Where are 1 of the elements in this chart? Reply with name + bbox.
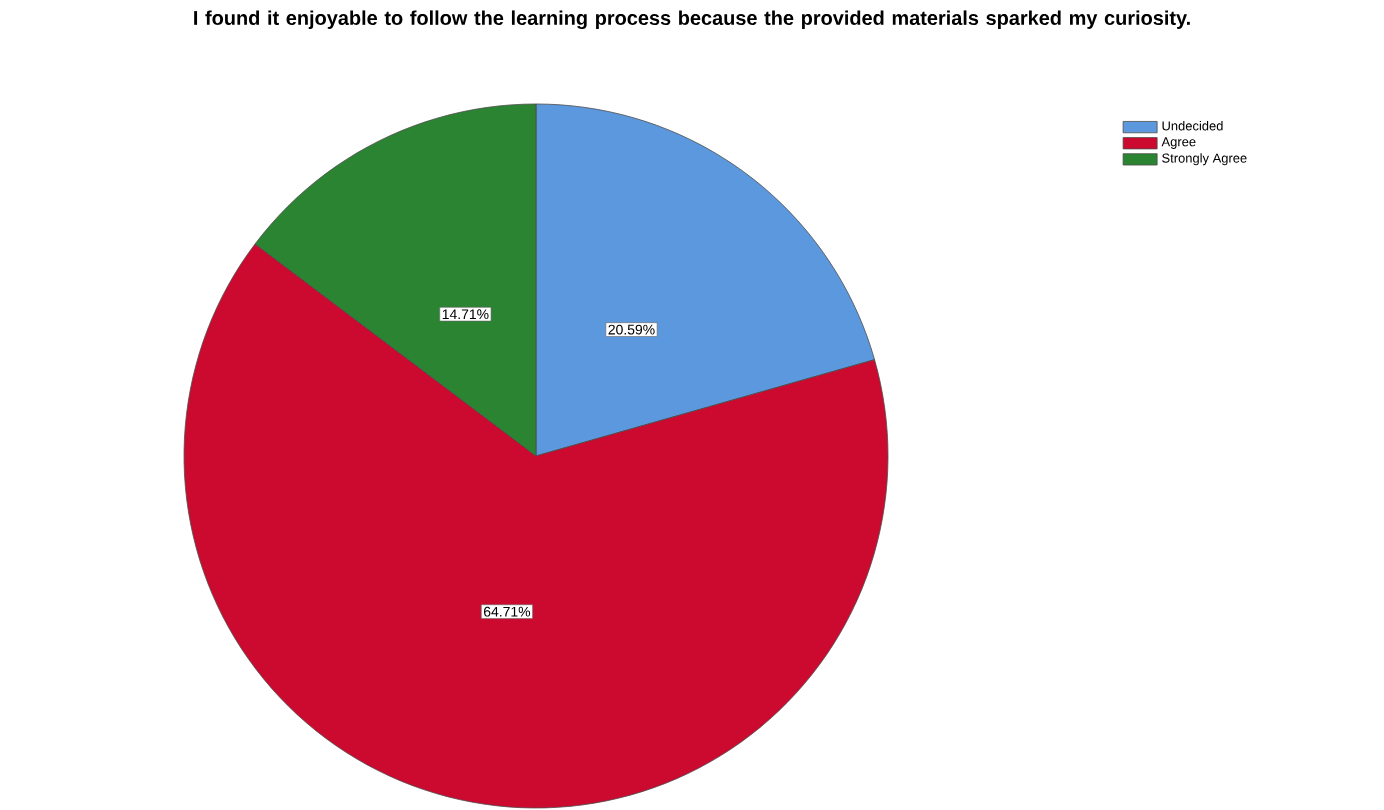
chart-title: I found it enjoyable to follow the learning process because the provided materials sparked my curiosity. — [194, 10, 1190, 30]
